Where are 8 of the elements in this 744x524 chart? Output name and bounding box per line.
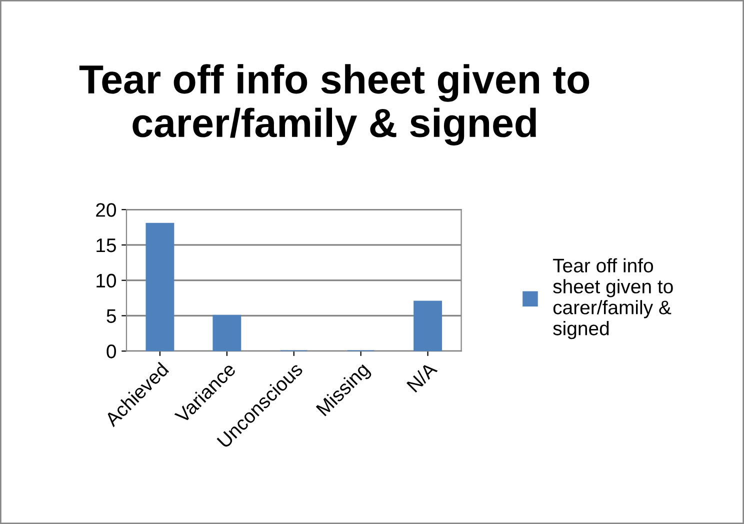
y-tick-label: 15 <box>96 238 116 252</box>
y-tick-label: 10 <box>96 274 116 288</box>
y-tick-label: 20 <box>96 203 116 217</box>
y-tick-label: 0 <box>106 344 116 358</box>
x-tick-label: N/A <box>406 360 438 393</box>
chart-title: Tear off info sheet given to carer/family & signed <box>79 64 590 146</box>
legend-label: Tear off info sheet given to carer/family & signed <box>553 258 673 340</box>
y-tick-label: 5 <box>106 309 116 323</box>
